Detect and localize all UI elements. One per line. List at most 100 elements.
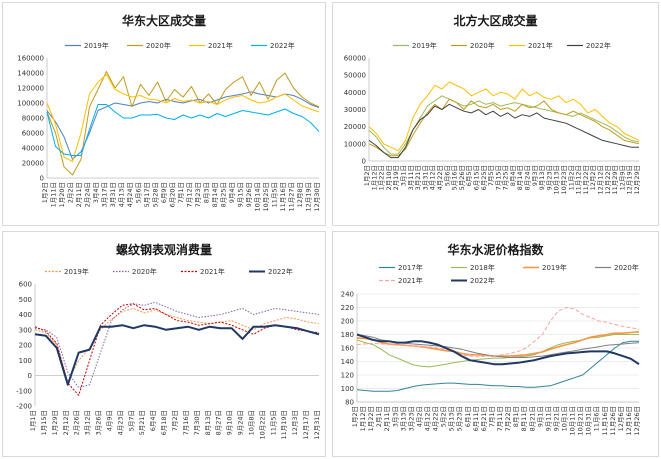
x-tick-label: 4月12日 [429, 165, 437, 190]
x-tick-label: 12月12日 [597, 165, 605, 195]
x-tick-label: 8月14日 [516, 165, 524, 190]
x-tick-label: 2月26日 [73, 410, 81, 435]
x-tick-label: 3月3日 [391, 406, 399, 427]
x-tick-label: 12月22日 [604, 165, 612, 195]
x-tick-label: 12月16日 [625, 406, 633, 436]
chart-panel-north-volume: 北方大区成交量 0 10000 20000 30000 40000 50000 60000 1月… [332, 2, 659, 226]
x-tick-label: 7月16日 [182, 410, 190, 435]
x-tick-label: 10月31日 [585, 406, 593, 436]
series-line [34, 324, 320, 386]
y-tick-label: 300 [19, 326, 32, 334]
x-tick-label: 4月2日 [415, 406, 423, 427]
x-tick-label: 7月11日 [496, 406, 504, 431]
legend-label: 2022年 [268, 267, 293, 276]
y-tick-label: 20000 [344, 123, 366, 131]
series-line [356, 333, 640, 366]
x-tick-label: 10月22日 [258, 410, 266, 440]
x-tick-label: 5月13日 [448, 406, 456, 431]
x-tick-label: 10月1日 [560, 406, 568, 431]
x-tick-label: 10月25日 [262, 182, 270, 212]
x-tick-label: 9月13日 [538, 165, 546, 190]
y-tick-label: 140000 [17, 70, 44, 78]
x-tick-label: 9月26日 [245, 182, 253, 207]
chart-panel-east-volume: 华东大区成交量 0 20000 40000 60000 80000 100000 120000… [2, 2, 326, 226]
y-tick-label: 220 [341, 304, 354, 312]
legend-label: 2018年 [470, 263, 495, 272]
y-tick-label: 160000 [17, 55, 44, 63]
x-tick-label: 1月2日 [41, 182, 49, 203]
x-tick-label: 10月8日 [247, 410, 255, 435]
x-tick-label: 11月26日 [609, 406, 617, 436]
x-tick-label: 3月26日 [95, 410, 103, 435]
x-tick-label: 12月3日 [291, 410, 299, 435]
x-tick-label: 8月24日 [524, 165, 532, 190]
y-tick-label: 60000 [22, 130, 44, 138]
y-tick-label: 40000 [344, 89, 366, 97]
series-line [368, 95, 640, 155]
y-tick-label: 0 [28, 372, 32, 380]
y-tick-label: 160 [341, 345, 354, 353]
y-tick-label: 200 [19, 342, 32, 350]
legend-label: 2022年 [470, 276, 495, 285]
chart-title: 螺纹钢表观消费量 [116, 242, 212, 257]
x-tick-label: 11月16日 [279, 182, 287, 212]
y-tick-label: 0 [362, 158, 366, 166]
legend-label: 2020年 [470, 41, 495, 50]
legend-label: 2019年 [542, 263, 567, 272]
x-tick-label: 3月11日 [407, 165, 415, 190]
legend-label: 2021年 [398, 276, 423, 285]
x-tick-label: 12月29日 [633, 165, 641, 195]
x-tick-label: 7月2日 [171, 410, 179, 431]
series-line [368, 103, 639, 159]
x-tick-label: 9月21日 [552, 406, 560, 431]
y-tick-label: 600 [19, 281, 32, 289]
x-tick-label: 7月30日 [193, 410, 201, 435]
y-tick-label: 120 [341, 372, 354, 380]
x-tick-label: 7月12日 [186, 182, 194, 207]
x-tick-label: 7月22日 [504, 406, 512, 431]
x-tick-label: 10月11日 [569, 406, 577, 436]
x-tick-label: 12月9日 [618, 165, 626, 190]
y-tick-label: 50000 [344, 72, 366, 80]
y-tick-label: 60000 [344, 55, 366, 63]
chart-east-volume: 华东大区成交量 0 20000 40000 60000 80000 100000 120000… [17, 13, 321, 212]
x-tick-label: 5月7日 [127, 410, 135, 431]
x-tick-label: 11月27日 [288, 182, 296, 212]
x-tick-label: 12月2日 [589, 165, 597, 190]
y-tick-label: -200 [16, 403, 32, 411]
x-tick-label: 8月1日 [512, 406, 520, 427]
x-tick-label: 6月25日 [480, 165, 488, 190]
x-tick-label: 1月12日 [370, 165, 378, 190]
x-tick-label: 3月13日 [399, 406, 407, 431]
x-tick-label: 6月9日 [160, 182, 168, 203]
x-tick-label: 5月21日 [138, 410, 146, 435]
legend-label: 2017年 [398, 263, 423, 272]
x-tick-label: 10月13日 [553, 165, 561, 195]
x-tick-label: 12月6日 [617, 406, 625, 431]
x-tick-label: 11月5日 [269, 410, 277, 435]
legend-label: 2021年 [208, 41, 233, 50]
y-tick-label: 40000 [22, 145, 44, 153]
y-tick-label: 30000 [344, 106, 366, 114]
x-tick-label: 12月31日 [313, 410, 321, 440]
x-tick-label: 2月1日 [375, 406, 383, 427]
y-tick-label: 200 [341, 318, 354, 326]
x-tick-label: 7月25日 [502, 165, 510, 190]
legend-label: 2020年 [132, 267, 157, 276]
x-tick-label: 11月5日 [271, 182, 279, 207]
x-tick-label: 1月29日 [51, 410, 59, 435]
x-tick-label: 4月22日 [432, 406, 440, 431]
x-tick-label: 8月3日 [203, 182, 211, 203]
chart-north-volume: 北方大区成交量 0 10000 20000 30000 40000 50000 60000 1月… [344, 13, 641, 195]
chart-panel-rebar-consumption: 螺纹钢表观消费量 -200 -100 0 100 200 300 400 500 600 1月1日 1… [2, 231, 326, 457]
y-tick-label: 140 [341, 358, 354, 366]
x-tick-label: 9月11日 [544, 406, 552, 431]
series-line [46, 71, 320, 176]
y-tick-label: -100 [16, 387, 32, 395]
x-tick-label: 1月1日 [29, 410, 37, 431]
x-tick-label: 11月6日 [593, 406, 601, 431]
series-line [356, 307, 640, 358]
x-tick-label: 6月18日 [160, 410, 168, 435]
x-tick-label: 7月23日 [194, 182, 202, 207]
